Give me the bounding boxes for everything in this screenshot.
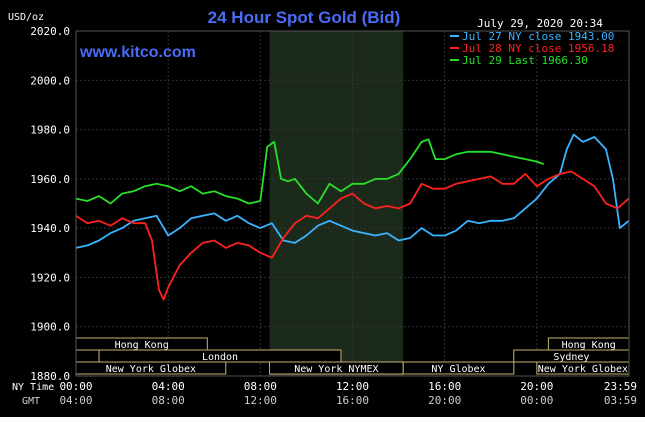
x-tick-label-gmt: 00:00 — [520, 394, 553, 407]
x-tick-label-ny: 00:00 — [59, 380, 92, 393]
session-bar — [75, 349, 100, 363]
session-label: NY Globex — [431, 364, 485, 375]
x-tick-label-gmt: 12:00 — [244, 394, 277, 407]
x-tick-label-ny: 23:59 — [604, 380, 637, 393]
x-axis-row-label-gmt: GMT — [22, 396, 40, 407]
x-tick-label-ny: 20:00 — [520, 380, 553, 393]
x-tick-label-ny: 04:00 — [152, 380, 185, 393]
x-axis-row-label-ny: NY Time — [12, 382, 54, 393]
session-label: London — [202, 352, 238, 363]
brand-watermark: www.kitco.com — [79, 44, 196, 61]
legend-entry: Jul 29 Last 1966.30 — [462, 54, 588, 67]
x-tick-label-ny: 16:00 — [428, 380, 461, 393]
y-tick-label: 1960.0 — [30, 173, 70, 186]
session-label: New York Globex — [538, 364, 628, 375]
legend-entry: Jul 27 NY close 1943.00 — [462, 30, 614, 43]
chart-title: 24 Hour Spot Gold (Bid) — [208, 8, 401, 27]
x-tick-label-gmt: 20:00 — [428, 394, 461, 407]
session-label: Hong Kong — [115, 340, 169, 351]
x-tick-label-ny: 08:00 — [244, 380, 277, 393]
series-line — [75, 170, 630, 301]
x-tick-label-gmt: 03:59 — [604, 394, 637, 407]
session-label: New York Globex — [106, 364, 196, 375]
y-tick-label: 1900.0 — [30, 321, 70, 334]
x-tick-label-gmt: 08:00 — [152, 394, 185, 407]
session-label: New York NYMEX — [294, 364, 378, 375]
y-axis-label: USD/oz — [8, 12, 44, 23]
plot-border — [75, 30, 630, 377]
session-label: Hong Kong — [562, 340, 616, 351]
x-tick-label-ny: 12:00 — [336, 380, 369, 393]
y-tick-label: 1940.0 — [30, 222, 70, 235]
x-tick-label-gmt: 04:00 — [59, 394, 92, 407]
y-tick-label: 2020.0 — [30, 25, 70, 38]
y-tick-label: 1980.0 — [30, 124, 70, 137]
x-tick-label-gmt: 16:00 — [336, 394, 369, 407]
session-bar — [402, 361, 515, 375]
session-label: Sydney — [553, 352, 589, 363]
legend-entry: Jul 28 NY close 1956.18 — [462, 42, 614, 55]
y-tick-label: 2000.0 — [30, 74, 70, 87]
timestamp: July 29, 2020 20:34 — [477, 17, 603, 30]
series-line — [75, 133, 630, 249]
series-line — [75, 138, 545, 205]
y-tick-label: 1920.0 — [30, 271, 70, 284]
y-tick-label: 1880.0 — [30, 370, 70, 383]
